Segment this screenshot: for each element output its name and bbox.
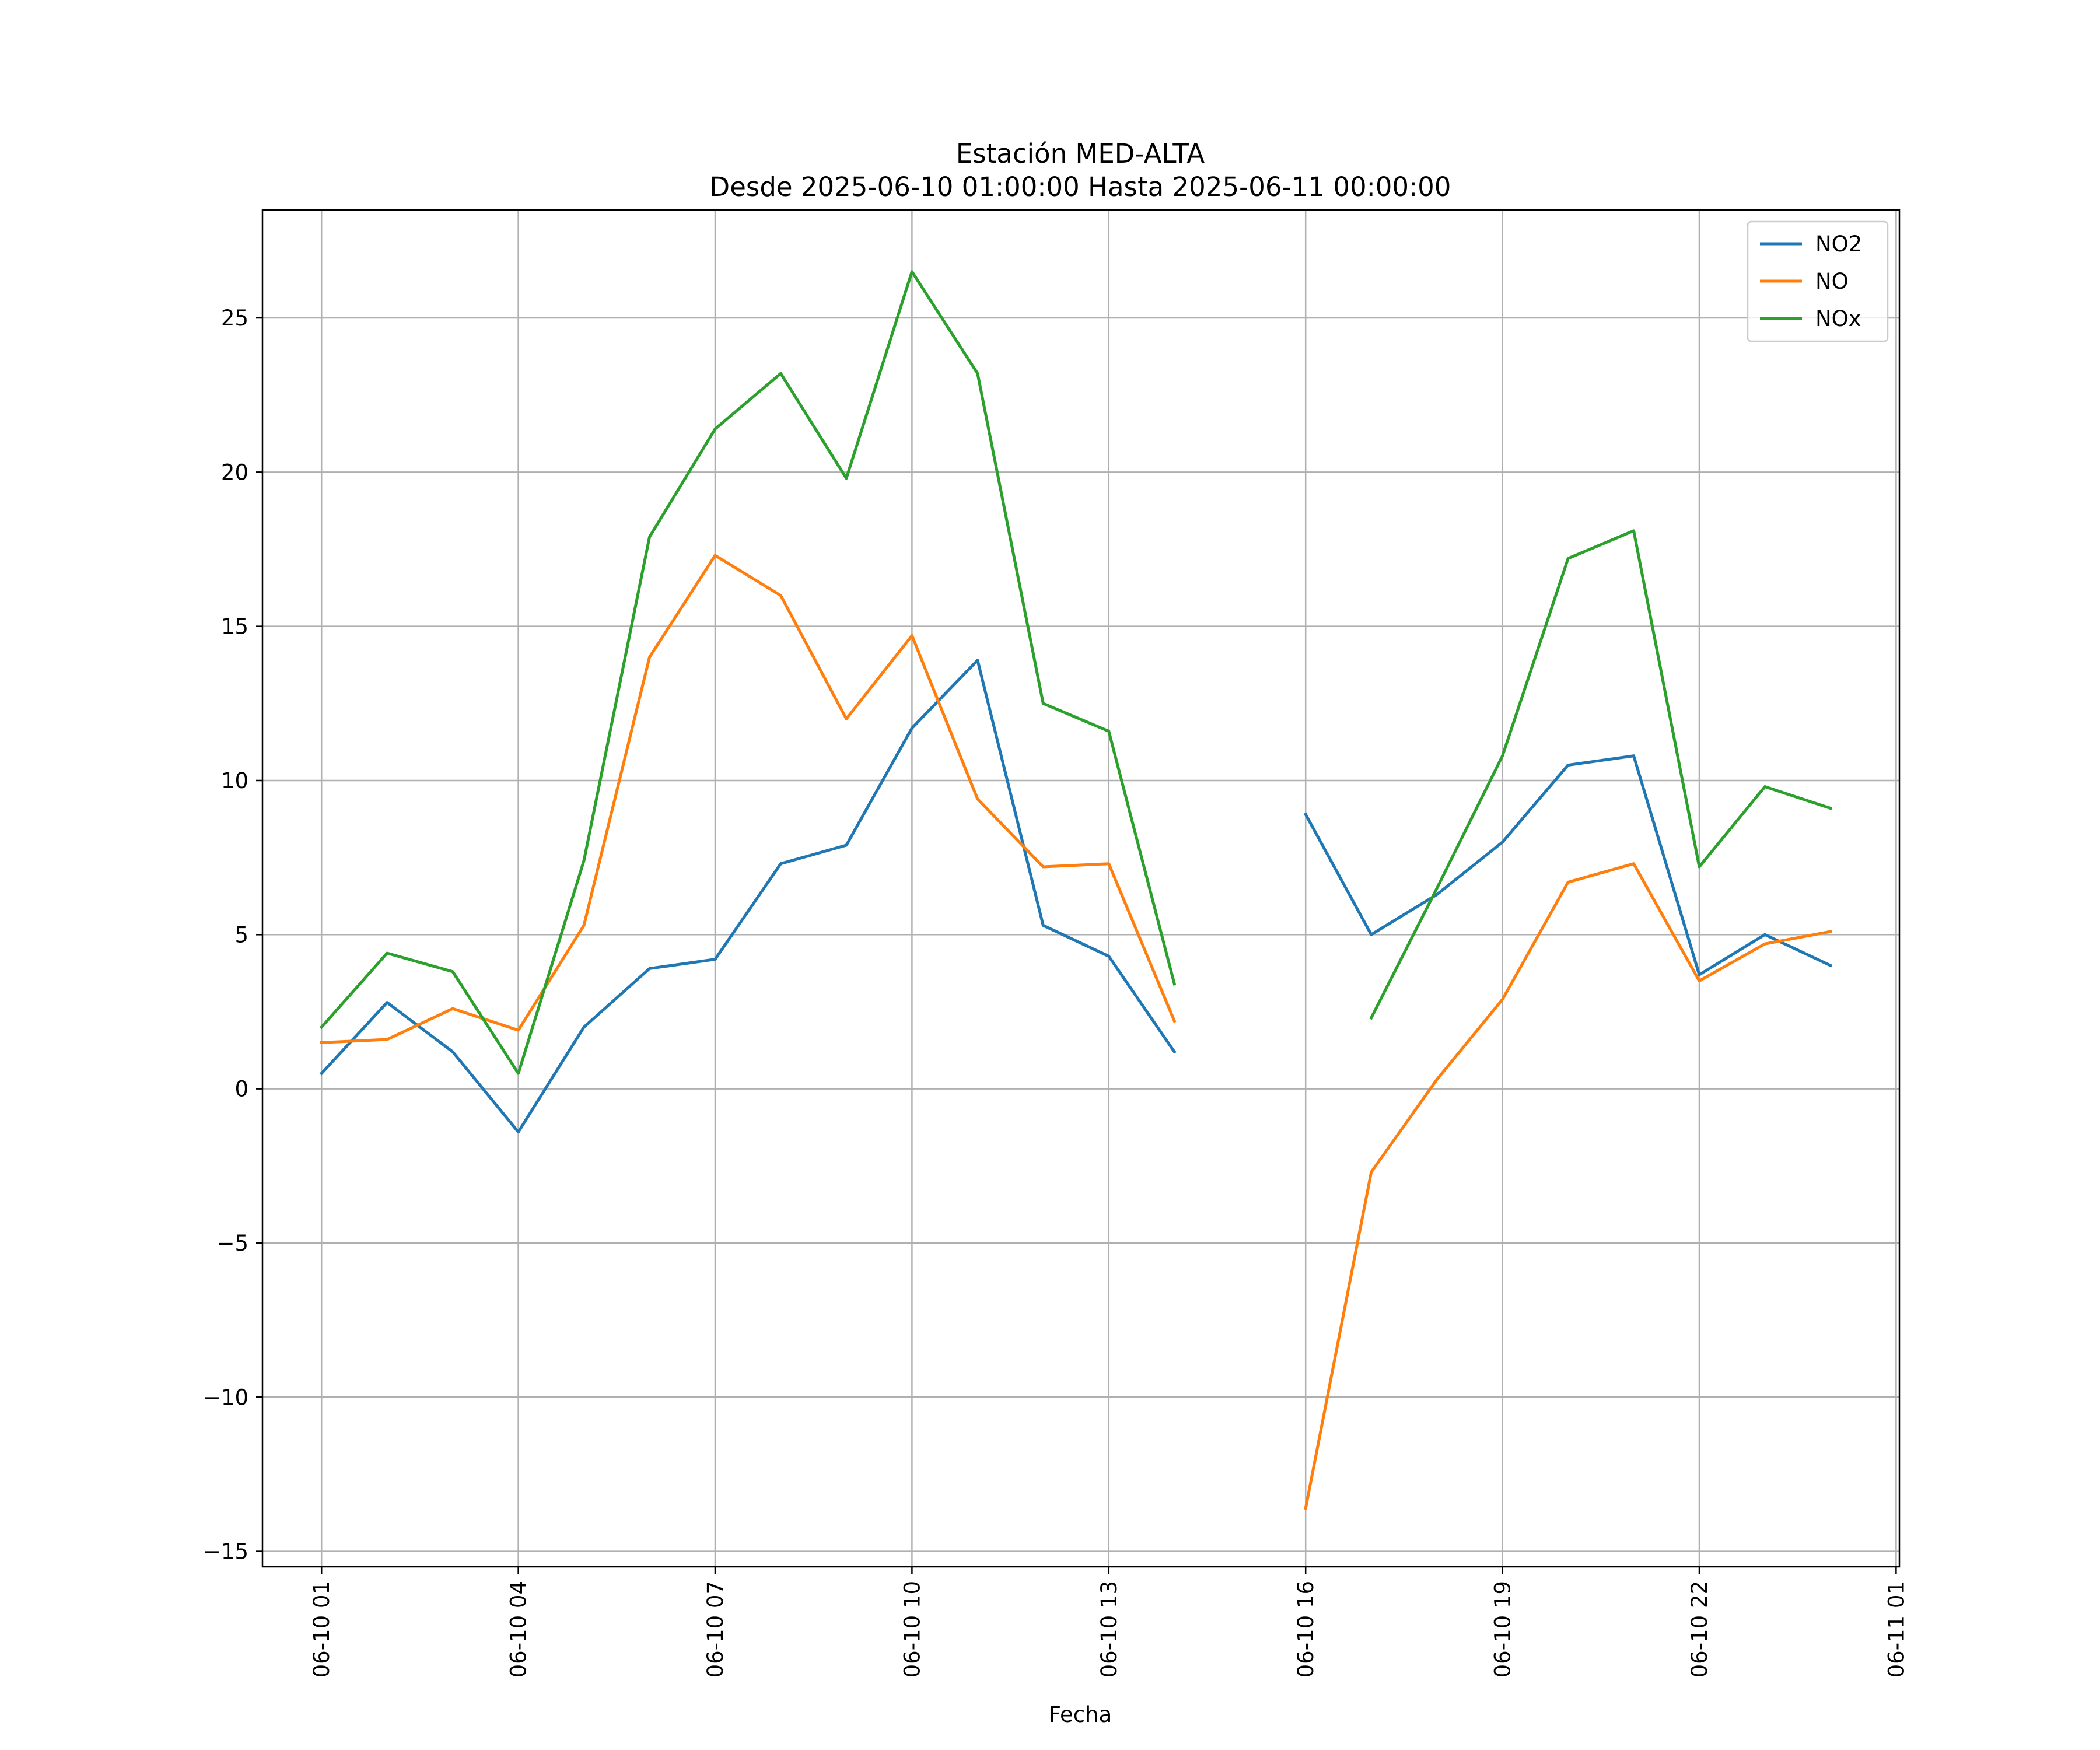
series-line-no bbox=[320, 554, 1177, 1044]
legend-label-no: NO bbox=[1815, 269, 1849, 294]
series-nox bbox=[319, 270, 1833, 1075]
x-tick-label: 06-10 07 bbox=[703, 1581, 728, 1678]
grid-lines bbox=[262, 210, 1899, 1567]
legend: NO2 NO NOx bbox=[1746, 220, 1889, 342]
x-axis-label: Fecha bbox=[1049, 1702, 1112, 1727]
chart-title: Estación MED-ALTA bbox=[956, 138, 1205, 169]
series-line-nox bbox=[1369, 529, 1833, 1020]
y-tick-label: −10 bbox=[203, 1385, 249, 1410]
legend-label-no2: NO2 bbox=[1815, 232, 1862, 257]
y-tick-label: 10 bbox=[221, 768, 249, 793]
y-tick-label: 0 bbox=[235, 1077, 249, 1102]
x-tick-label: 06-10 10 bbox=[900, 1581, 925, 1678]
x-tick-label: 06-11 01 bbox=[1884, 1581, 1909, 1678]
plot-frame bbox=[261, 209, 1901, 1568]
chart-subtitle: Desde 2025-06-10 01:00:00 Hasta 2025-06-… bbox=[710, 172, 1451, 202]
series-layer bbox=[319, 270, 1833, 1510]
x-tick-label: 06-10 04 bbox=[506, 1581, 531, 1678]
series-no2 bbox=[319, 659, 1833, 1134]
legend-label-nox: NOx bbox=[1815, 306, 1861, 331]
x-tick-label: 06-10 01 bbox=[309, 1581, 334, 1678]
series-line-no bbox=[1304, 862, 1832, 1510]
legend-box bbox=[1746, 220, 1889, 342]
series-line-nox bbox=[319, 270, 1177, 1075]
y-tick-label: 25 bbox=[221, 306, 249, 331]
y-axis: −15 −10 −5 0 5 10 15 20 25 bbox=[203, 306, 262, 1564]
y-tick-label: −5 bbox=[216, 1231, 249, 1256]
x-tick-label: 06-10 16 bbox=[1293, 1581, 1318, 1678]
y-tick-label: 20 bbox=[221, 460, 249, 485]
x-tick-label: 06-10 13 bbox=[1097, 1581, 1122, 1678]
x-tick-label: 06-10 19 bbox=[1490, 1581, 1516, 1678]
series-line-no2 bbox=[1303, 754, 1833, 977]
y-tick-label: 15 bbox=[221, 614, 249, 639]
x-axis: 06-10 01 06-10 04 06-10 07 06-10 10 06-10 13… bbox=[309, 1567, 1909, 1678]
y-tick-label: 5 bbox=[235, 922, 249, 947]
series-no bbox=[320, 554, 1832, 1510]
y-tick-label: −15 bbox=[203, 1539, 249, 1564]
x-tick-label: 06-10 22 bbox=[1687, 1581, 1712, 1678]
series-line-no2 bbox=[319, 659, 1177, 1134]
